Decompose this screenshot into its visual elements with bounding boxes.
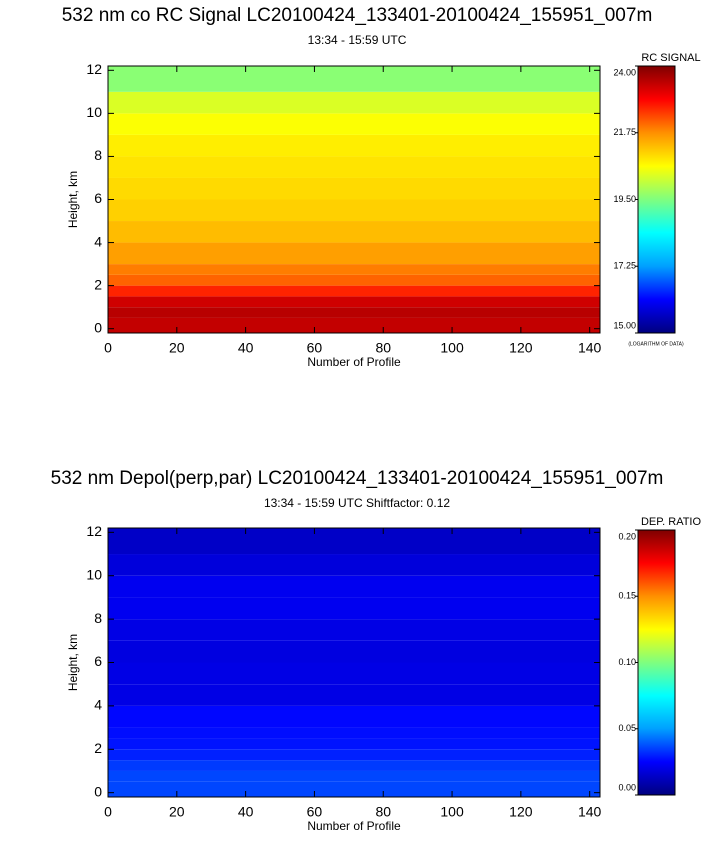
colorbar-tick-label: 21.75 bbox=[613, 127, 636, 137]
heatmap-cell bbox=[108, 242, 600, 265]
colorbar-tick-label: 24.00 bbox=[613, 67, 636, 77]
heatmap-cell bbox=[108, 597, 600, 620]
heatmap-cell bbox=[108, 770, 600, 782]
y-tick-label: 12 bbox=[86, 61, 102, 77]
heatmap-cell bbox=[108, 705, 600, 728]
heatmap-cell bbox=[108, 221, 600, 243]
x-tick-label: 40 bbox=[238, 804, 254, 820]
colorbar-note: (LOGARITHM OF DATA) bbox=[628, 341, 684, 347]
heatmap-cell bbox=[108, 285, 600, 297]
y-tick-label: 6 bbox=[94, 653, 102, 669]
y-tick-label: 12 bbox=[86, 523, 102, 539]
y-tick-label: 10 bbox=[86, 566, 102, 582]
colorbar-tick-label: 0.00 bbox=[618, 782, 636, 792]
x-tick-label: 20 bbox=[169, 804, 185, 820]
heatmap-cell bbox=[108, 274, 600, 286]
heatmap-cell bbox=[108, 307, 600, 318]
x-axis-label: Number of Profile bbox=[307, 355, 401, 369]
x-tick-label: 40 bbox=[238, 340, 254, 356]
heatmap-cell bbox=[108, 264, 600, 275]
x-tick-label: 60 bbox=[307, 340, 323, 356]
heatmap-cell bbox=[108, 738, 600, 750]
heatmap-cell bbox=[108, 113, 600, 135]
chart-subtitle: 13:34 - 15:59 UTC bbox=[308, 33, 407, 47]
heatmap-cell bbox=[108, 134, 600, 157]
x-tick-label: 120 bbox=[509, 804, 533, 820]
colorbar-tick-label: 0.20 bbox=[618, 531, 636, 541]
colorbar bbox=[637, 529, 676, 796]
y-tick-label: 0 bbox=[94, 319, 102, 335]
heatmap-cell bbox=[108, 199, 600, 222]
x-tick-label: 0 bbox=[104, 340, 112, 356]
y-tick-label: 4 bbox=[94, 233, 102, 249]
x-tick-label: 120 bbox=[509, 340, 533, 356]
colorbar-tick-label: 15.00 bbox=[613, 320, 636, 330]
heatmap-cell bbox=[108, 781, 600, 797]
x-tick-label: 100 bbox=[440, 804, 464, 820]
colorbar-tick-label: 19.50 bbox=[613, 194, 636, 204]
colorbar-tick-label: 0.10 bbox=[618, 657, 636, 667]
heatmap-cell bbox=[108, 528, 600, 555]
colorbar-title: DEP. RATIO bbox=[641, 516, 702, 528]
colorbar-title: RC SIGNAL bbox=[641, 52, 700, 64]
y-axis-label: Height, km bbox=[66, 171, 80, 228]
y-tick-label: 2 bbox=[94, 276, 102, 292]
heatmap-cell bbox=[108, 554, 600, 576]
y-tick-label: 4 bbox=[94, 697, 102, 713]
heatmap-cell bbox=[108, 317, 600, 333]
colorbar-tick-label: 0.15 bbox=[618, 591, 636, 601]
y-tick-label: 2 bbox=[94, 740, 102, 756]
heatmap-cell bbox=[108, 684, 600, 706]
heatmap-cell bbox=[108, 66, 600, 92]
x-tick-label: 100 bbox=[440, 340, 464, 356]
heatmap-cell bbox=[108, 296, 600, 308]
colorbar-tick-label: 0.05 bbox=[618, 723, 636, 733]
x-tick-label: 140 bbox=[578, 340, 602, 356]
colorbar-tick-label: 17.25 bbox=[613, 261, 636, 271]
x-axis-label: Number of Profile bbox=[307, 819, 401, 833]
heatmap-cell bbox=[108, 749, 600, 761]
y-axis-label: Height, km bbox=[66, 634, 80, 691]
heatmap-cell bbox=[108, 91, 600, 114]
x-tick-label: 20 bbox=[169, 340, 185, 356]
x-tick-label: 0 bbox=[104, 804, 112, 820]
heatmap-cell bbox=[108, 727, 600, 739]
heatmap-cell bbox=[108, 575, 600, 598]
heatmap-cell bbox=[108, 156, 600, 178]
y-tick-label: 0 bbox=[94, 783, 102, 799]
heatmap-cell bbox=[108, 177, 600, 200]
y-tick-label: 8 bbox=[94, 147, 102, 163]
x-tick-label: 140 bbox=[578, 804, 602, 820]
y-tick-label: 8 bbox=[94, 610, 102, 626]
x-tick-label: 60 bbox=[307, 804, 323, 820]
heatmap-cell bbox=[108, 760, 600, 771]
heatmap-cell bbox=[108, 662, 600, 685]
x-tick-label: 80 bbox=[375, 804, 391, 820]
chart-subtitle: 13:34 - 15:59 UTC Shiftfactor: 0.12 bbox=[264, 496, 450, 510]
y-tick-label: 10 bbox=[86, 104, 102, 120]
y-tick-label: 6 bbox=[94, 190, 102, 206]
chart-title: 532 nm co RC Signal LC20100424_133401-20… bbox=[62, 5, 653, 26]
heatmap-cell bbox=[108, 640, 600, 663]
heatmap-cell bbox=[108, 619, 600, 641]
colorbar bbox=[637, 65, 676, 334]
x-tick-label: 80 bbox=[375, 340, 391, 356]
chart-title: 532 nm Depol(perp,par) LC20100424_133401… bbox=[51, 468, 664, 489]
